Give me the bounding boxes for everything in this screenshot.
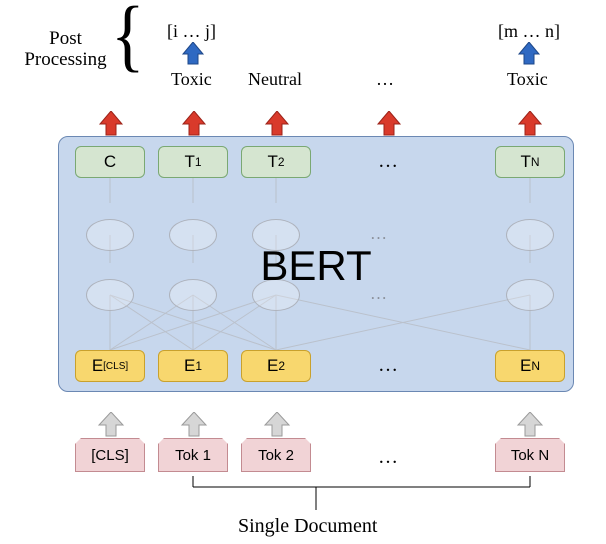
single-document-label: Single Document (238, 515, 377, 538)
bottom-bracket (0, 0, 606, 544)
